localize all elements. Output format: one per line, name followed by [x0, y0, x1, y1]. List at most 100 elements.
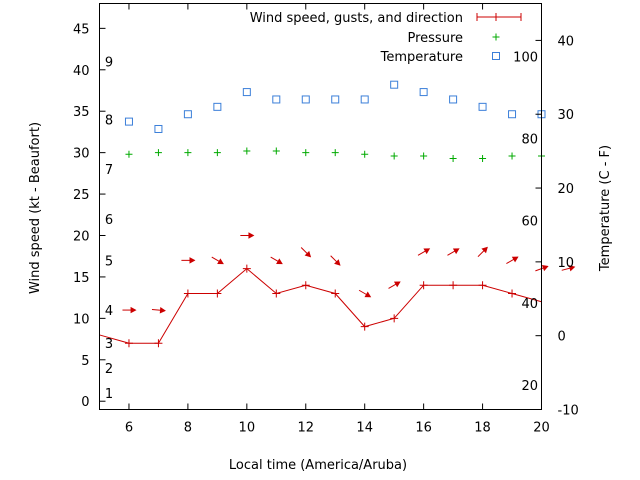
x-tick-label: 10: [239, 421, 256, 436]
beaufort-label: 5: [105, 254, 113, 269]
left-y-tick-label: 25: [73, 188, 90, 203]
wind-direction-arrow: [561, 265, 576, 272]
temperature-point: [508, 110, 517, 119]
wind-direction-arrow: [388, 281, 401, 289]
wind-direction-arrow: [122, 306, 137, 314]
wind-speed-point: [213, 289, 222, 298]
pressure-point: [390, 152, 398, 160]
wind-speed-point: [154, 339, 163, 348]
wind-speed-point: [331, 289, 340, 298]
temperature-point: [419, 88, 428, 97]
wind-speed-point: [272, 289, 281, 298]
temperature-point: [390, 80, 399, 89]
temperature-point: [154, 124, 163, 133]
beaufort-label: 7: [105, 163, 113, 178]
beaufort-label: 6: [105, 213, 113, 228]
wind-direction-arrow: [506, 256, 519, 265]
temperature-point: [242, 88, 251, 97]
pressure-point: [125, 150, 133, 158]
x-tick-label: 18: [474, 421, 491, 436]
right-y-tick-label: 30: [558, 108, 575, 123]
legend-label: Temperature: [380, 50, 463, 65]
left-y-axis-label: Wind speed (kt - Beaufort): [28, 122, 43, 294]
beaufort-label: 4: [105, 304, 113, 319]
right-y-axis-label: Temperature (C - F): [598, 145, 613, 272]
pressure-point: [154, 149, 162, 157]
wind-direction-arrow: [270, 256, 283, 265]
temperature-point: [449, 95, 458, 104]
pressure-point: [449, 154, 457, 162]
beaufort-label: 9: [105, 56, 113, 71]
temperature-point: [360, 95, 369, 104]
temperature-point: [301, 95, 310, 104]
wind-direction-arrow: [477, 246, 488, 258]
wind-direction-arrow: [151, 306, 166, 314]
pressure-point: [420, 152, 428, 160]
left-y-tick-label: 0: [81, 395, 89, 410]
legend-pressure-swatch: [492, 33, 500, 41]
wind-direction-arrow: [300, 247, 312, 258]
legend-temperature-swatch: [492, 52, 500, 60]
wind-speed-point: [419, 281, 428, 290]
left-y-tick-label: 40: [73, 64, 90, 79]
plot-frame: [99, 3, 542, 410]
pressure-point: [479, 154, 487, 162]
x-tick-label: 16: [415, 421, 432, 436]
fahrenheit-label: 40: [521, 297, 538, 312]
wind-direction-arrow: [330, 255, 341, 266]
wind-direction-arrow: [417, 248, 431, 256]
left-y-tick-label: 5: [81, 354, 89, 369]
wind-speed-point: [301, 281, 310, 290]
left-y-tick-label: 30: [73, 147, 90, 162]
beaufort-label: 1: [105, 387, 113, 402]
right-y-tick-label: -10: [558, 404, 579, 419]
left-y-tick-label: 10: [73, 312, 90, 327]
right-y-tick-label: 10: [558, 256, 575, 271]
left-y-tick-label: 20: [73, 230, 90, 245]
pressure-point: [361, 150, 369, 158]
pressure-point: [272, 147, 280, 155]
right-y-tick-label: 0: [558, 330, 566, 345]
fahrenheit-label: 60: [521, 215, 538, 230]
wind-direction-arrow: [181, 257, 196, 264]
wind-speed-point: [242, 264, 251, 273]
legend-label: Wind speed, gusts, and direction: [250, 11, 463, 26]
wind-speed-point: [478, 281, 487, 290]
x-tick-label: 6: [125, 421, 133, 436]
pressure-point: [184, 149, 192, 157]
wind-speed-point: [360, 322, 369, 331]
wind-speed-point: [390, 314, 399, 323]
temperature-point: [331, 95, 340, 104]
pressure-point: [243, 147, 251, 155]
wind-direction-arrow: [211, 256, 224, 265]
pressure-point: [331, 149, 339, 157]
wind-speed-point: [124, 339, 133, 348]
wind-speed-point: [183, 289, 192, 298]
fahrenheit-label: 20: [521, 379, 538, 394]
left-y-tick-label: 15: [73, 271, 90, 286]
wind-direction-arrow: [358, 289, 372, 298]
right-y-tick-label: 40: [558, 34, 575, 49]
wind-direction-arrow: [447, 248, 460, 256]
x-tick-label: 20: [533, 421, 550, 436]
pressure-point: [302, 149, 310, 157]
pressure-point: [508, 152, 516, 160]
beaufort-label: 2: [105, 362, 113, 377]
temperature-point: [213, 102, 222, 111]
x-tick-label: 8: [184, 421, 192, 436]
temperature-point: [124, 117, 133, 126]
wind-speed-point: [508, 289, 517, 298]
wind-speed-point: [449, 281, 458, 290]
x-tick-label: 14: [356, 421, 373, 436]
legend-label: Pressure: [407, 31, 463, 46]
left-y-tick-label: 35: [73, 105, 90, 120]
x-axis-label: Local time (America/Aruba): [229, 458, 407, 473]
wind-direction-arrow: [240, 232, 255, 239]
beaufort-label: 3: [105, 337, 113, 352]
temperature-point: [272, 95, 281, 104]
right-y-tick-label: 20: [558, 182, 575, 197]
temperature-point: [478, 102, 487, 111]
fahrenheit-label: 80: [521, 133, 538, 148]
fahrenheit-label: 100: [513, 51, 538, 66]
